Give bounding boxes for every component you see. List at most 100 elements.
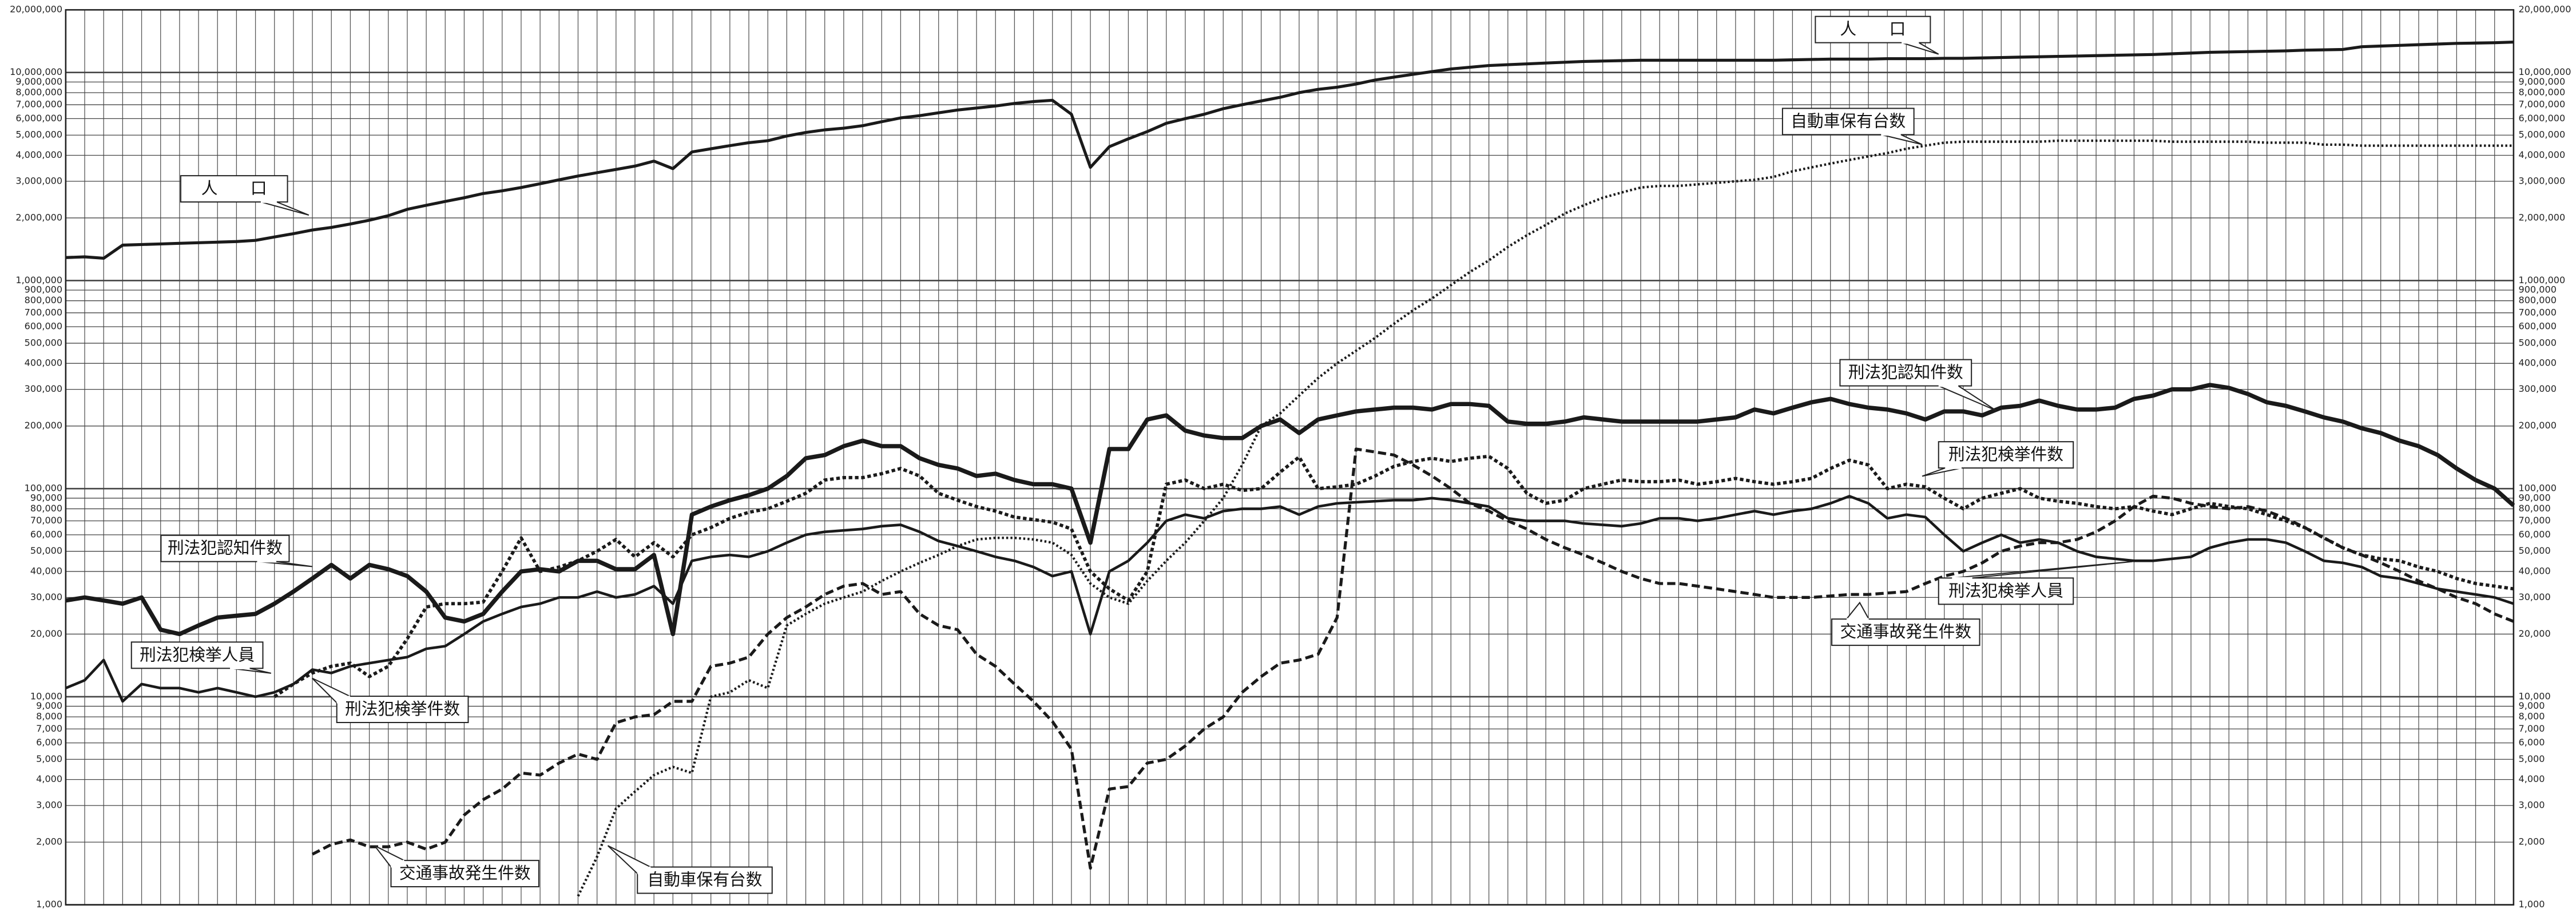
callout-box bbox=[1781, 108, 1915, 136]
y-tick-label-right: 4,000 bbox=[2518, 773, 2545, 784]
y-tick-label: 9,000 bbox=[36, 700, 62, 711]
y-tick-label-right: 3,000 bbox=[2518, 800, 2545, 811]
y-tick-label: 10,000,000 bbox=[10, 66, 62, 77]
callout: 交通事故発生件数 bbox=[1831, 601, 1980, 646]
y-tick-label: 2,000 bbox=[36, 836, 62, 847]
y-tick-label-right: 8,000,000 bbox=[2518, 86, 2565, 97]
series-label: 自動車保有台数 bbox=[1791, 111, 1906, 130]
callout-box bbox=[1815, 15, 1931, 43]
y-tick-label: 200,000 bbox=[25, 420, 62, 431]
callout-box bbox=[160, 534, 290, 562]
y-tick-label: 7,000 bbox=[36, 723, 62, 734]
y-tick-label: 5,000 bbox=[36, 753, 62, 764]
series-line bbox=[273, 454, 2514, 698]
y-tick-label-right: 10,000 bbox=[2518, 690, 2550, 701]
callout-box bbox=[1831, 618, 1980, 646]
callout-box bbox=[336, 696, 469, 724]
y-tick-label-right: 50,000 bbox=[2518, 545, 2550, 556]
series-label: 刑法犯検挙件数 bbox=[345, 699, 460, 719]
callout-box bbox=[1938, 577, 2074, 605]
y-tick-label-right: 6,000 bbox=[2518, 737, 2545, 748]
y-tick-label: 20,000,000 bbox=[10, 4, 62, 15]
y-tick-label: 3,000 bbox=[36, 800, 62, 811]
callout: 刑法犯検挙件数 bbox=[1922, 441, 2074, 477]
callout: 刑法犯認知件数 bbox=[160, 534, 312, 567]
series-line bbox=[577, 139, 2514, 897]
y-tick-label-right: 300,000 bbox=[2518, 383, 2556, 394]
y-tick-label-right: 8,000 bbox=[2518, 711, 2545, 722]
y-tick-label-right: 600,000 bbox=[2518, 321, 2556, 332]
y-tick-label: 4,000,000 bbox=[15, 149, 62, 160]
series-line bbox=[65, 383, 2515, 637]
y-tick-label: 80,000 bbox=[30, 503, 62, 514]
y-tick-label: 6,000,000 bbox=[15, 113, 62, 124]
y-tick-label: 90,000 bbox=[30, 492, 62, 503]
y-tick-label-right: 3,000,000 bbox=[2518, 175, 2565, 186]
y-tick-label-right: 10,000,000 bbox=[2518, 66, 2571, 77]
series-line bbox=[65, 495, 2514, 703]
y-tick-label-right: 1,000,000 bbox=[2518, 275, 2565, 285]
y-tick-label: 8,000,000 bbox=[15, 86, 62, 97]
y-tick-label: 900,000 bbox=[25, 284, 62, 295]
y-tick-label: 700,000 bbox=[25, 307, 62, 317]
callout-box bbox=[1938, 441, 2074, 469]
callout-box bbox=[390, 860, 539, 888]
callout: 人 口 bbox=[1815, 15, 1939, 55]
y-tick-label-right: 60,000 bbox=[2518, 529, 2550, 539]
y-tick-label: 5,000,000 bbox=[15, 129, 62, 140]
y-tick-label: 500,000 bbox=[25, 337, 62, 348]
series-label: 刑法犯認知件数 bbox=[1848, 363, 1963, 382]
y-tick-label-right: 400,000 bbox=[2518, 358, 2556, 368]
y-tick-label-right: 9,000,000 bbox=[2518, 76, 2565, 87]
callout-box bbox=[180, 175, 288, 203]
callout: 刑法犯検挙件数 bbox=[311, 677, 469, 724]
y-tick-label-right: 20,000 bbox=[2518, 628, 2550, 639]
y-tick-label-right: 90,000 bbox=[2518, 492, 2550, 503]
callout-pointer-cover bbox=[390, 859, 405, 868]
y-tick-label-right: 2,000 bbox=[2518, 836, 2545, 847]
y-tick-label-right: 5,000,000 bbox=[2518, 129, 2565, 140]
callout: 刑法犯検挙人員 bbox=[130, 641, 272, 674]
y-tick-label: 1,000,000 bbox=[15, 275, 62, 285]
series-label: 人 口 bbox=[201, 178, 267, 198]
y-tick-label-right: 200,000 bbox=[2518, 420, 2556, 431]
y-tick-label: 3,000,000 bbox=[15, 175, 62, 186]
series-label: 刑法犯認知件数 bbox=[168, 538, 283, 558]
callout: 自動車保有台数 bbox=[607, 845, 773, 894]
y-tick-label-right: 80,000 bbox=[2518, 503, 2550, 514]
callout: 人 口 bbox=[180, 175, 309, 216]
y-tick-label-right: 7,000 bbox=[2518, 723, 2545, 734]
y-tick-label-right: 800,000 bbox=[2518, 295, 2556, 305]
y-tick-label-right: 700,000 bbox=[2518, 307, 2556, 317]
y-tick-label: 2,000,000 bbox=[15, 212, 62, 223]
y-tick-label-right: 100,000 bbox=[2518, 483, 2556, 494]
plot-frame bbox=[65, 9, 2515, 906]
series-line bbox=[65, 40, 2514, 260]
y-tick-label-right: 20,000,000 bbox=[2518, 4, 2571, 15]
y-tick-label: 70,000 bbox=[30, 515, 62, 526]
y-tick-label: 800,000 bbox=[25, 295, 62, 305]
y-tick-label: 30,000 bbox=[30, 592, 62, 602]
y-tick-label: 8,000 bbox=[36, 711, 62, 722]
callout: 刑法犯認知件数 bbox=[1839, 359, 1997, 411]
y-tick-label: 20,000 bbox=[30, 628, 62, 639]
y-tick-label-right: 70,000 bbox=[2518, 515, 2550, 526]
y-tick-label: 50,000 bbox=[30, 545, 62, 556]
y-tick-label: 1,000 bbox=[36, 899, 62, 910]
series-label: 人 口 bbox=[1840, 19, 1906, 39]
y-tick-label-right: 6,000,000 bbox=[2518, 113, 2565, 124]
y-tick-label: 600,000 bbox=[25, 321, 62, 332]
y-tick-label-right: 30,000 bbox=[2518, 592, 2550, 602]
y-tick-label: 400,000 bbox=[25, 358, 62, 368]
y-tick-label-right: 5,000 bbox=[2518, 753, 2545, 764]
y-tick-label-right: 4,000,000 bbox=[2518, 149, 2565, 160]
y-tick-label: 10,000 bbox=[30, 690, 62, 701]
series-line bbox=[311, 447, 2514, 870]
series-label: 交通事故発生件数 bbox=[399, 863, 531, 883]
y-tick-label: 100,000 bbox=[25, 483, 62, 494]
callout-pointer-cover bbox=[637, 866, 652, 875]
series-label: 交通事故発生件数 bbox=[1840, 622, 1971, 641]
series-label: 刑法犯検挙人員 bbox=[1948, 581, 2063, 600]
callout-box bbox=[1839, 359, 1972, 387]
